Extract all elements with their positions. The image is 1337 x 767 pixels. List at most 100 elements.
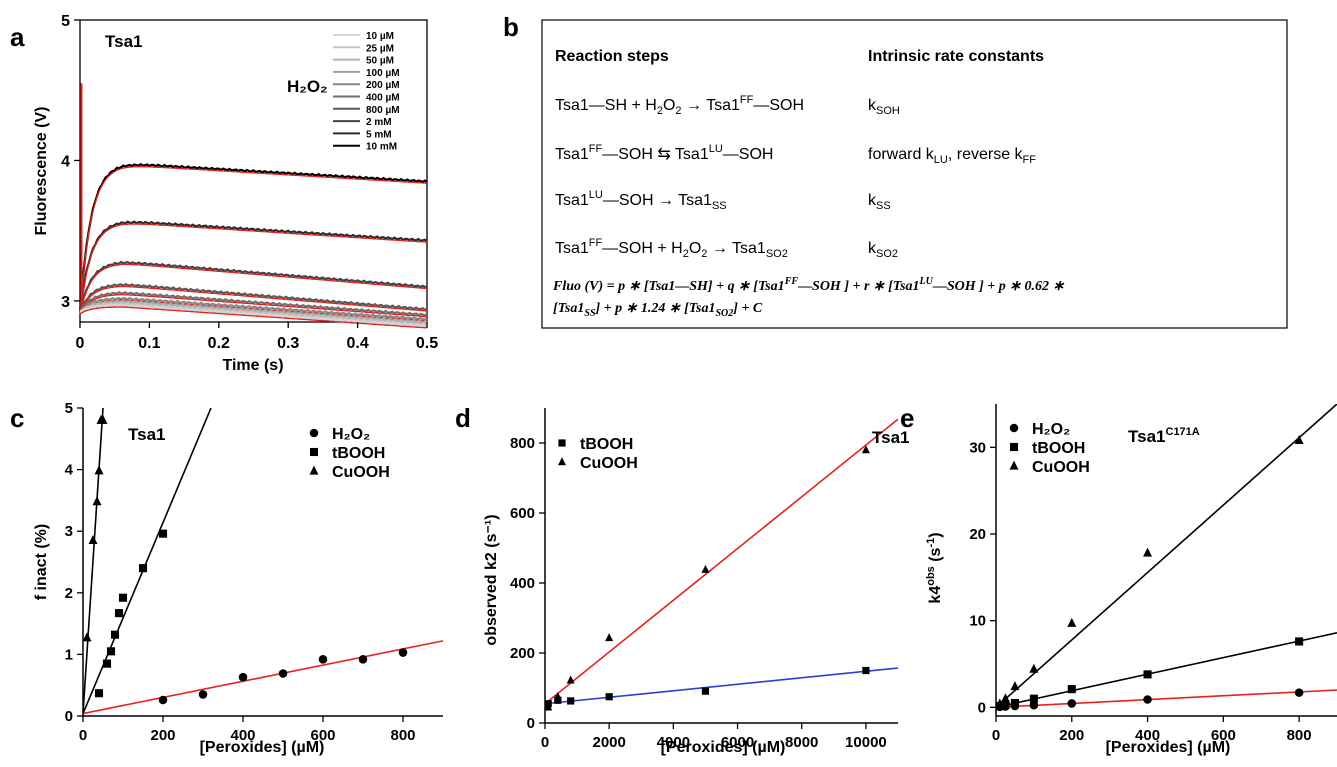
y-tick-label: 4 bbox=[65, 462, 74, 479]
panel-d-chart: 0 2000 4000 6000 8000 10000 0 200 400 600 800 tBOOH… bbox=[483, 408, 910, 756]
data-point-triangle bbox=[605, 633, 614, 642]
panel-a-title: Tsa1 bbox=[105, 32, 143, 51]
data-point-triangle bbox=[98, 414, 108, 424]
legend-entry: CuOOH bbox=[580, 455, 638, 472]
data-point-triangle bbox=[544, 702, 553, 711]
x-tick-label: 8000 bbox=[785, 734, 818, 751]
y-tick-label: 20 bbox=[969, 526, 986, 543]
panel-a-legend-entry: 800 µM bbox=[366, 105, 400, 116]
data-point-triangle bbox=[1029, 663, 1039, 673]
equation-line-2: [Tsa1SS] + p ∗ 1.24 ∗ [Tsa1SO2] + C bbox=[553, 301, 763, 319]
x-tick-label: 0 bbox=[79, 727, 87, 744]
fit-line bbox=[996, 689, 1337, 709]
y-tick-label: 200 bbox=[510, 645, 535, 662]
data-point-square bbox=[558, 439, 566, 447]
panel-a-legend-entry: 5 mM bbox=[366, 129, 392, 140]
data-point-square bbox=[1067, 685, 1076, 694]
legend-entry: tBOOH bbox=[332, 445, 385, 462]
fit-line bbox=[545, 418, 898, 705]
fit-line bbox=[996, 404, 1337, 708]
data-point-triangle bbox=[1294, 435, 1304, 444]
data-point-circle bbox=[1009, 423, 1019, 433]
data-point-circle bbox=[158, 695, 168, 705]
panel-d-y-axis-label: observed k2 (s⁻¹) bbox=[483, 514, 500, 645]
panel-label-a: a bbox=[10, 22, 25, 52]
panel-a-x-tick-label: 0.4 bbox=[346, 335, 368, 352]
y-tick-label: 600 bbox=[510, 505, 535, 522]
panel-a-legend-entry: 10 µM bbox=[366, 31, 394, 42]
fit-line bbox=[83, 640, 443, 715]
data-point-square bbox=[138, 564, 148, 573]
panel-e-chart: 0 200 400 600 800 0 10 20 30 H₂O₂ tBOOH CuOOH Tsa1C… bbox=[925, 404, 1337, 756]
x-tick-label: 400 bbox=[1135, 727, 1160, 744]
data-point-triangle bbox=[1010, 681, 1020, 691]
data-point-circle bbox=[198, 690, 208, 699]
panel-a-y-tick-label: 5 bbox=[61, 13, 70, 30]
data-point-square bbox=[110, 630, 120, 639]
panel-a-chart: 0 0.1 0.2 0.3 0.4 0.5 3 4 5 Time (s) Fluorescenc… bbox=[33, 13, 438, 374]
data-point-square bbox=[567, 697, 575, 705]
data-point-square bbox=[106, 647, 116, 656]
x-tick-label: 4000 bbox=[657, 734, 690, 751]
legend-entry: CuOOH bbox=[332, 464, 390, 481]
data-point-triangle bbox=[92, 496, 102, 506]
panel-d-x-axis-label: [Peroxides] (µM) bbox=[661, 739, 786, 756]
legend-entry: H₂O₂ bbox=[332, 426, 370, 443]
y-tick-label: 0 bbox=[978, 699, 986, 716]
panel-a-legend-entry: 400 µM bbox=[366, 93, 400, 104]
panel-a-fit-line bbox=[79, 306, 428, 329]
rate-constant-1: kSOH bbox=[868, 97, 900, 117]
x-tick-label: 0 bbox=[992, 727, 1000, 744]
data-point-square bbox=[158, 529, 168, 538]
panel-a-legend-entry: 2 mM bbox=[366, 117, 392, 128]
data-point-square bbox=[1295, 637, 1304, 646]
fit-line bbox=[83, 408, 212, 714]
rate-constants-header: Intrinsic rate constants bbox=[868, 48, 1044, 65]
panel-a-legend-entry: 10 mM bbox=[366, 142, 397, 153]
data-point-square bbox=[862, 666, 870, 675]
x-tick-label: 800 bbox=[390, 727, 415, 744]
data-point-circle bbox=[238, 672, 248, 682]
panel-e-title: Tsa1C171A bbox=[1128, 426, 1200, 446]
data-point-circle bbox=[309, 428, 319, 438]
data-point-square bbox=[1009, 442, 1019, 452]
data-point-circle bbox=[398, 648, 408, 657]
data-point-triangle bbox=[1067, 617, 1077, 627]
data-point-triangle bbox=[861, 445, 870, 454]
data-point-circle bbox=[1029, 700, 1039, 710]
x-tick-label: 800 bbox=[1287, 727, 1312, 744]
panel-a-fit-line bbox=[79, 294, 428, 318]
data-point-square bbox=[118, 593, 128, 602]
data-point-triangle bbox=[1009, 460, 1019, 470]
panel-a-trace bbox=[79, 296, 428, 321]
panel-d-title: Tsa1 bbox=[872, 428, 910, 447]
panel-a-fit-line bbox=[79, 263, 428, 315]
y-tick-label: 0 bbox=[527, 715, 535, 732]
reaction-rows: Tsa1—SH + H2O2 → Tsa1FF—SOH kSOH Tsa1FF—… bbox=[555, 94, 1036, 260]
x-tick-label: 200 bbox=[1059, 727, 1084, 744]
panel-c-y-axis-label: f inact (%) bbox=[33, 524, 50, 600]
data-point-circle bbox=[1067, 699, 1077, 708]
x-tick-label: 10000 bbox=[845, 734, 887, 751]
panel-a-trace bbox=[79, 303, 428, 328]
panel-a-x-tick-label: 0.3 bbox=[277, 335, 299, 352]
equation-line-1: Fluo (V) = p ∗ [Tsa1—SH] + q ∗ [Tsa1FF—S… bbox=[552, 276, 1065, 294]
y-tick-label: 30 bbox=[969, 439, 986, 456]
data-point-square bbox=[1010, 698, 1019, 708]
reaction-step-1: Tsa1—SH + H2O2 → Tsa1FF—SOH bbox=[555, 94, 804, 117]
panel-a-y-axis-label: Fluorescence (V) bbox=[33, 107, 50, 236]
panel-a-legend-entry: 200 µM bbox=[366, 80, 400, 91]
data-point-square bbox=[1001, 700, 1010, 709]
panel-a-legend-entry: 100 µM bbox=[366, 68, 400, 79]
x-tick-label: 6000 bbox=[721, 734, 754, 751]
rate-constant-3: kSS bbox=[868, 192, 891, 212]
panel-a-fit-line bbox=[79, 285, 428, 315]
panel-b-table: Reaction steps Intrinsic rate constants … bbox=[541, 19, 1288, 329]
panel-a-axes: 0 0.1 0.2 0.3 0.4 0.5 3 4 5 bbox=[61, 13, 438, 352]
fit-line bbox=[996, 632, 1337, 709]
panel-label-e: e bbox=[900, 403, 914, 433]
reaction-steps-header: Reaction steps bbox=[555, 48, 669, 65]
panel-a-legend-label: H₂O₂ bbox=[287, 77, 328, 96]
data-point-triangle bbox=[566, 675, 575, 684]
